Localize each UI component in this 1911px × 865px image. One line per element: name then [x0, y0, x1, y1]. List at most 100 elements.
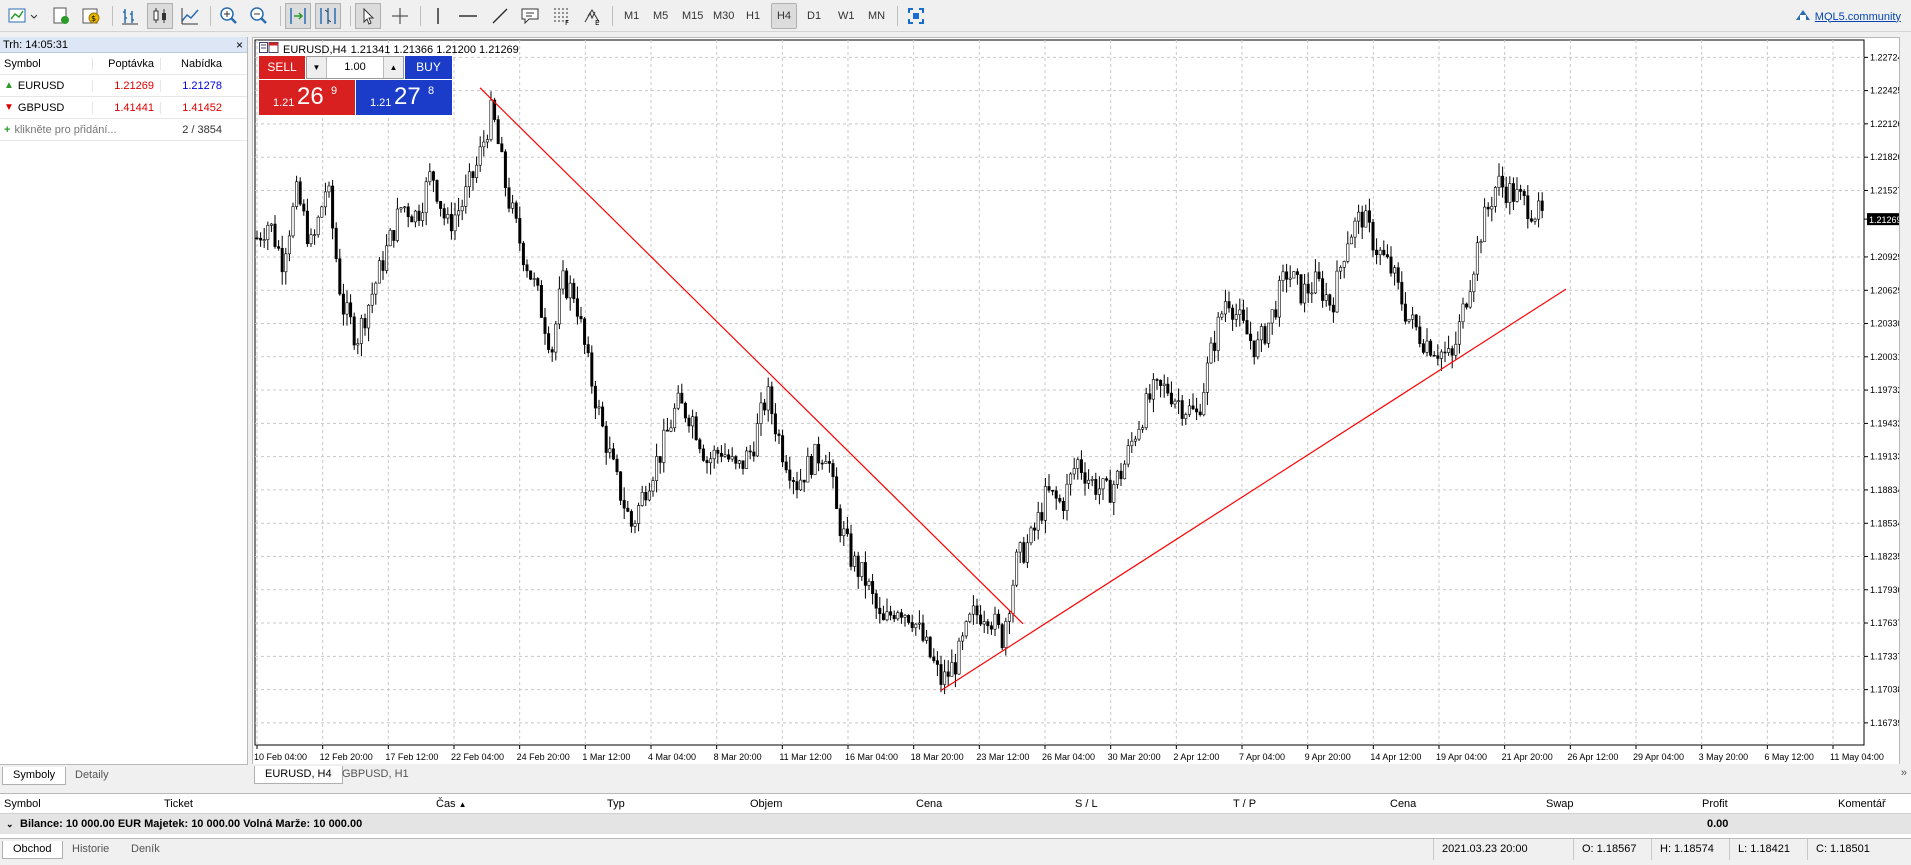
column-time[interactable]: Čas ▲	[436, 797, 467, 810]
cursor-icon[interactable]	[355, 3, 381, 29]
candle-body	[1241, 309, 1245, 321]
lot-increase-icon[interactable]: ▲	[383, 57, 403, 78]
column-volume[interactable]: Objem	[750, 797, 783, 810]
candle-body	[590, 352, 594, 387]
candlestick-chart-icon[interactable]	[147, 3, 173, 29]
candle-body	[1454, 343, 1458, 356]
fibonacci-icon[interactable]: F	[549, 3, 575, 29]
sell-price-small: 9	[331, 85, 338, 97]
column-price[interactable]: Cena	[916, 797, 943, 810]
timeframe-m30[interactable]: M30	[713, 10, 735, 22]
buy-price-box[interactable]: 1.21 27 8	[356, 80, 452, 115]
y-tick-label: 1.21527	[1870, 185, 1899, 195]
tab-journal[interactable]: Deník	[131, 843, 160, 855]
candle-body	[406, 206, 410, 217]
column-comment[interactable]: Komentář	[1838, 797, 1886, 810]
candle-body	[471, 171, 475, 178]
vertical-line-icon[interactable]	[425, 3, 451, 29]
zoom-in-icon[interactable]	[216, 3, 242, 29]
timeframe-h1[interactable]: H1	[746, 10, 761, 22]
zoom-out-icon[interactable]	[246, 3, 272, 29]
x-tick-label: 3 May 20:00	[1699, 752, 1749, 762]
timeframe-w1[interactable]: W1	[838, 10, 855, 22]
horizontal-line-icon[interactable]	[455, 3, 481, 29]
candle-body	[1349, 236, 1353, 245]
buy-button[interactable]: BUY	[405, 56, 452, 79]
fullscreen-icon[interactable]	[903, 3, 929, 29]
candle-body	[651, 480, 655, 492]
column-sl[interactable]: S / L	[1075, 797, 1098, 810]
tab-trade[interactable]: Obchod	[2, 841, 63, 859]
expert-icon[interactable]: E	[579, 3, 605, 29]
market-watch-row-eurusd[interactable]: ▲ EURUSD 1.21269 1.21278	[0, 75, 247, 97]
column-tp[interactable]: T / P	[1233, 797, 1257, 810]
candle-body	[1173, 400, 1177, 405]
market-watch-row-gbpusd[interactable]: ▼ GBPUSD 1.41441 1.41452	[0, 97, 247, 119]
timeframe-mn[interactable]: MN	[868, 10, 886, 22]
column-bid[interactable]: Poptávka	[92, 57, 160, 70]
lot-stepper[interactable]: ▼ 1.00 ▲	[306, 56, 404, 79]
column-ticket[interactable]: Ticket	[164, 797, 193, 810]
column-symbol[interactable]: Symbol	[4, 57, 41, 70]
add-symbol-row[interactable]: + klikněte pro přidání... 2 / 3854	[0, 119, 247, 141]
column-symbol[interactable]: Symbol	[4, 797, 41, 810]
timeframe-d1[interactable]: D1	[807, 10, 822, 22]
status-datetime: 2021.03.23 20:00	[1433, 839, 1573, 860]
sort-asc-icon: ▲	[458, 799, 467, 809]
trendlines[interactable]	[479, 87, 1567, 692]
candle-body	[1058, 497, 1062, 502]
column-swap[interactable]: Swap	[1546, 797, 1574, 810]
column-type[interactable]: Typ	[607, 797, 625, 810]
price-chart[interactable]: 1.227241.224251.221261.218261.215271.212…	[253, 38, 1899, 764]
column-ask[interactable]: Nabídka	[160, 57, 228, 70]
column-price-current[interactable]: Cena	[1390, 797, 1417, 810]
candle-body	[773, 413, 777, 435]
line-chart-icon[interactable]	[177, 3, 203, 29]
tab-chart-eurusd[interactable]: EURUSD, H4	[254, 766, 343, 784]
x-tick-label: 21 Apr 20:00	[1502, 752, 1553, 762]
lot-decrease-icon[interactable]: ▼	[307, 57, 327, 78]
tab-details[interactable]: Detaily	[75, 769, 109, 781]
sell-button[interactable]: SELL	[259, 56, 305, 79]
timeframe-h4[interactable]: H4	[771, 3, 797, 29]
candle-body	[1072, 468, 1076, 475]
timeframe-m1[interactable]: M1	[624, 10, 640, 22]
collapse-icon[interactable]: ⌄	[6, 818, 14, 829]
text-label-icon[interactable]	[517, 3, 543, 29]
timeframe-m15[interactable]: M15	[682, 10, 704, 22]
crosshair-icon[interactable]	[387, 3, 413, 29]
market-watch-icon[interactable]: $	[78, 3, 104, 29]
candle-body	[1043, 486, 1047, 521]
sell-price-box[interactable]: 1.21 26 9	[259, 80, 355, 115]
lot-value[interactable]: 1.00	[344, 61, 366, 73]
candle-body	[763, 402, 767, 411]
tab-symbols[interactable]: Symboly	[2, 767, 67, 785]
price-axis[interactable]: 1.22724 1.22425 1.22126 1.21826 1.21527 1.212…	[1864, 52, 1899, 728]
candle-body	[1335, 270, 1339, 313]
timeframe-m5[interactable]: M5	[653, 10, 669, 22]
candle-body	[583, 318, 587, 345]
mql5-community-link[interactable]: MQL5.community	[1795, 8, 1901, 25]
close-icon[interactable]: ×	[235, 38, 243, 52]
x-tick-label: 8 Mar 20:00	[714, 752, 762, 762]
bar-chart-icon[interactable]	[117, 3, 143, 29]
chart-shift-icon[interactable]	[315, 3, 341, 29]
trendline-down	[479, 87, 1024, 625]
candle-body	[1169, 392, 1173, 405]
new-chart-icon[interactable]	[4, 3, 40, 29]
candle-body	[1515, 189, 1519, 202]
mql5-link-text[interactable]: MQL5.community	[1814, 10, 1901, 23]
candle-body	[863, 562, 867, 586]
trendline-icon[interactable]	[487, 3, 513, 29]
new-order-icon[interactable]	[48, 3, 74, 29]
tab-history[interactable]: Historie	[72, 843, 110, 855]
candle-body	[413, 210, 417, 223]
time-axis[interactable]: 10 Feb 04:00 12 Feb 20:00 17 Feb 12:00 22 F…	[254, 745, 1884, 762]
column-profit[interactable]: Profit	[1702, 797, 1728, 810]
candle-body	[1400, 282, 1404, 305]
chart-window[interactable]: 1.227241.224251.221261.218261.215271.212…	[252, 37, 1900, 765]
tabs-scroll-icon[interactable]: »	[1900, 767, 1907, 779]
tab-chart-gbpusd[interactable]: GBPUSD, H1	[342, 768, 409, 780]
autoscroll-icon[interactable]	[285, 3, 311, 29]
ask-price: 1.41452	[160, 101, 228, 114]
